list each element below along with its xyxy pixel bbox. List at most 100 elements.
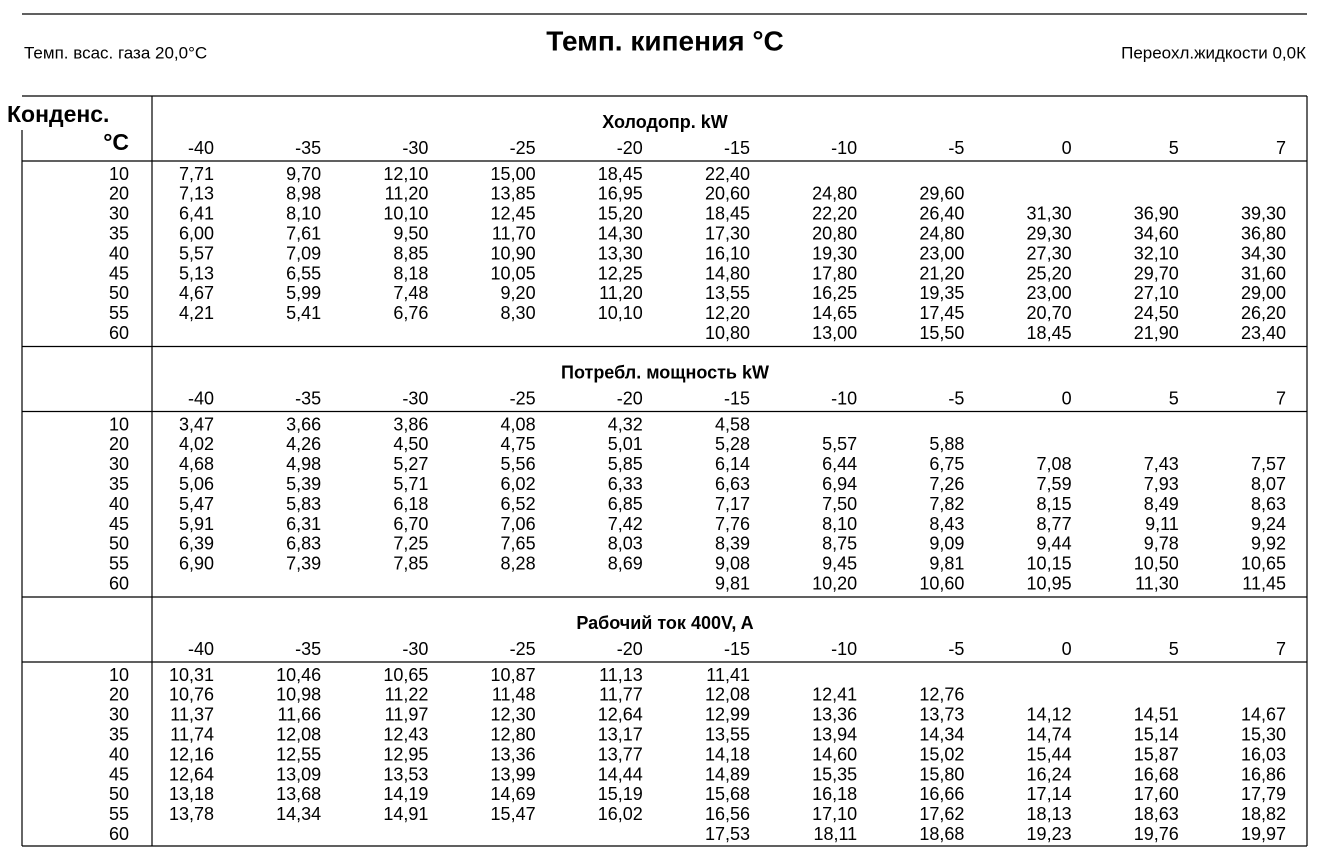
cell-value: 13,77 — [598, 744, 643, 764]
cell-value: 15,19 — [598, 784, 643, 804]
cell-value: 7,82 — [929, 494, 964, 514]
row-header: Конденс. — [7, 101, 109, 127]
row-label: 20 — [109, 685, 129, 705]
cell-value: 5,83 — [286, 494, 321, 514]
cell-value: 7,25 — [393, 534, 428, 554]
cell-value: 18,63 — [1134, 804, 1179, 824]
cell-value: 18,13 — [1027, 804, 1072, 824]
cell-value: 6,90 — [179, 554, 214, 574]
cell-value: 9,11 — [1145, 514, 1179, 534]
cell-value: 7,93 — [1144, 474, 1179, 494]
cell-value: 9,20 — [501, 283, 536, 303]
cell-value: 10,60 — [919, 573, 964, 593]
cell-value: 17,80 — [812, 263, 857, 283]
cell-value: 16,03 — [1241, 744, 1286, 764]
cell-value: 13,55 — [705, 724, 750, 744]
cell-value: 5,13 — [179, 263, 214, 283]
cell-value: 8,15 — [1037, 494, 1072, 514]
column-header: -40 — [188, 388, 214, 408]
cell-value: 27,30 — [1027, 243, 1072, 263]
cell-value: 18,45 — [1027, 323, 1072, 343]
cell-value: 11,13 — [599, 665, 643, 685]
column-header: 0 — [1062, 388, 1072, 408]
cell-value: 4,21 — [179, 303, 214, 323]
cell-value: 29,30 — [1027, 223, 1072, 243]
cell-value: 14,51 — [1134, 705, 1179, 725]
row-label: 60 — [109, 323, 129, 343]
cell-value: 6,14 — [715, 454, 750, 474]
cell-value: 8,77 — [1037, 514, 1072, 534]
cell-value: 11,77 — [599, 685, 643, 705]
cell-value: 14,91 — [383, 804, 428, 824]
cell-value: 7,26 — [929, 474, 964, 494]
cell-value: 10,80 — [705, 323, 750, 343]
cell-value: 8,28 — [501, 554, 536, 574]
cell-value: 13,73 — [919, 705, 964, 725]
cell-value: 14,44 — [598, 764, 643, 784]
cell-value: 16,18 — [812, 784, 857, 804]
cell-value: 14,80 — [705, 263, 750, 283]
cell-value: 5,06 — [179, 474, 214, 494]
cell-value: 12,20 — [705, 303, 750, 323]
cell-value: 8,03 — [608, 534, 643, 554]
column-header: 5 — [1169, 388, 1179, 408]
column-header: -5 — [948, 639, 964, 659]
cell-value: 5,47 — [179, 494, 214, 514]
column-header: -15 — [724, 388, 750, 408]
row-label: 35 — [109, 223, 129, 243]
cell-value: 15,30 — [1241, 724, 1286, 744]
suction-temp: Темп. всас. газа 20,0°C — [24, 43, 207, 62]
cell-value: 14,74 — [1027, 724, 1072, 744]
cell-value: 16,24 — [1027, 764, 1072, 784]
cell-value: 15,68 — [705, 784, 750, 804]
cell-value: 7,50 — [822, 494, 857, 514]
cell-value: 5,56 — [501, 454, 536, 474]
cell-value: 8,30 — [501, 303, 536, 323]
cell-value: 13,36 — [812, 705, 857, 725]
cell-value: 12,41 — [812, 685, 857, 705]
column-header: -20 — [617, 138, 643, 158]
cell-value: 5,39 — [286, 474, 321, 494]
cell-value: 15,80 — [919, 764, 964, 784]
cell-value: 8,75 — [822, 534, 857, 554]
row-label: 10 — [109, 164, 129, 184]
cell-value: 23,40 — [1241, 323, 1286, 343]
cell-value: 9,81 — [715, 573, 750, 593]
column-header: -30 — [402, 639, 428, 659]
column-header: -35 — [295, 388, 321, 408]
cell-value: 13,78 — [169, 804, 214, 824]
cell-value: 4,26 — [286, 434, 321, 454]
cell-value: 10,50 — [1134, 554, 1179, 574]
cell-value: 8,18 — [393, 263, 428, 283]
cell-value: 4,68 — [179, 454, 214, 474]
cell-value: 6,00 — [179, 223, 214, 243]
row-label: 55 — [109, 554, 129, 574]
cell-value: 12,16 — [169, 744, 214, 764]
cell-value: 12,80 — [491, 724, 536, 744]
cell-value: 36,90 — [1134, 204, 1179, 224]
cell-value: 14,30 — [598, 223, 643, 243]
cell-value: 12,08 — [705, 685, 750, 705]
cell-value: 17,10 — [812, 804, 857, 824]
cell-value: 6,55 — [286, 263, 321, 283]
cell-value: 20,70 — [1027, 303, 1072, 323]
cell-value: 8,10 — [286, 204, 321, 224]
cell-value: 4,58 — [715, 414, 750, 434]
row-label: 55 — [109, 804, 129, 824]
cell-value: 18,82 — [1241, 804, 1286, 824]
cell-value: 10,10 — [598, 303, 643, 323]
column-header: -5 — [948, 388, 964, 408]
cell-value: 5,01 — [608, 434, 643, 454]
cell-value: 4,02 — [179, 434, 214, 454]
cell-value: 8,10 — [822, 514, 857, 534]
row-label: 45 — [109, 514, 129, 534]
cell-value: 3,86 — [393, 414, 428, 434]
cell-value: 14,65 — [812, 303, 857, 323]
cell-value: 9,50 — [393, 223, 428, 243]
cell-value: 11,74 — [170, 724, 214, 744]
cell-value: 15,02 — [919, 744, 964, 764]
cell-value: 24,50 — [1134, 303, 1179, 323]
cell-value: 17,14 — [1027, 784, 1072, 804]
cell-value: 7,08 — [1037, 454, 1072, 474]
cell-value: 9,70 — [286, 164, 321, 184]
